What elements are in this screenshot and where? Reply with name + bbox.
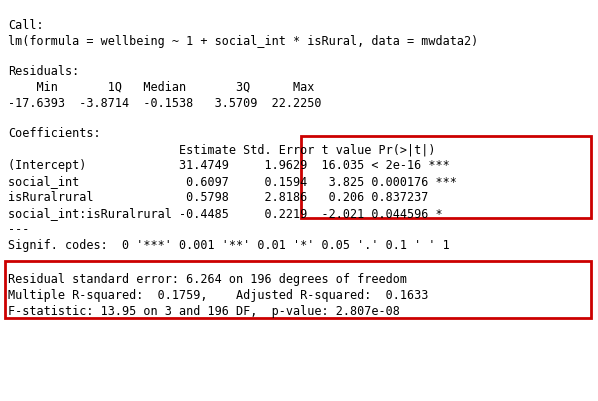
Text: Residuals:: Residuals: [8,65,80,78]
Text: social_int:isRuralrural -0.4485     0.2219  -2.021 0.044596 *: social_int:isRuralrural -0.4485 0.2219 -… [8,207,450,220]
Text: Estimate Std. Error t value Pr(>|t|): Estimate Std. Error t value Pr(>|t|) [8,143,435,156]
Text: isRuralrural             0.5798     2.8186   0.206 0.837237: isRuralrural 0.5798 2.8186 0.206 0.83723… [8,191,457,204]
Text: Signif. codes:  0 '***' 0.001 '**' 0.01 '*' 0.05 '.' 0.1 ' ' 1: Signif. codes: 0 '***' 0.001 '**' 0.01 '… [8,239,450,252]
Text: Coefficients:: Coefficients: [8,127,100,140]
Text: (Intercept)             31.4749     1.9629  16.035 < 2e-16 ***: (Intercept) 31.4749 1.9629 16.035 < 2e-1… [8,159,450,172]
Text: ---: --- [8,223,29,236]
Text: social_int               0.6097     0.1594   3.825 0.000176 ***: social_int 0.6097 0.1594 3.825 0.000176 … [8,175,457,188]
Text: Call:: Call: [8,19,44,32]
Text: Min       1Q   Median       3Q      Max: Min 1Q Median 3Q Max [8,81,315,94]
Text: -17.6393  -3.8714  -0.1538   3.5709  22.2250: -17.6393 -3.8714 -0.1538 3.5709 22.2250 [8,97,322,110]
Text: F-statistic: 13.95 on 3 and 196 DF,  p-value: 2.807e-08: F-statistic: 13.95 on 3 and 196 DF, p-va… [8,305,400,318]
Text: lm(formula = wellbeing ~ 1 + social_int * isRural, data = mwdata2): lm(formula = wellbeing ~ 1 + social_int … [8,35,478,48]
Text: Multiple R-squared:  0.1759,    Adjusted R-squared:  0.1633: Multiple R-squared: 0.1759, Adjusted R-s… [8,289,428,302]
Text: Residual standard error: 6.264 on 196 degrees of freedom: Residual standard error: 6.264 on 196 de… [8,273,407,286]
Bar [5,261,591,318]
Bar [301,136,591,218]
